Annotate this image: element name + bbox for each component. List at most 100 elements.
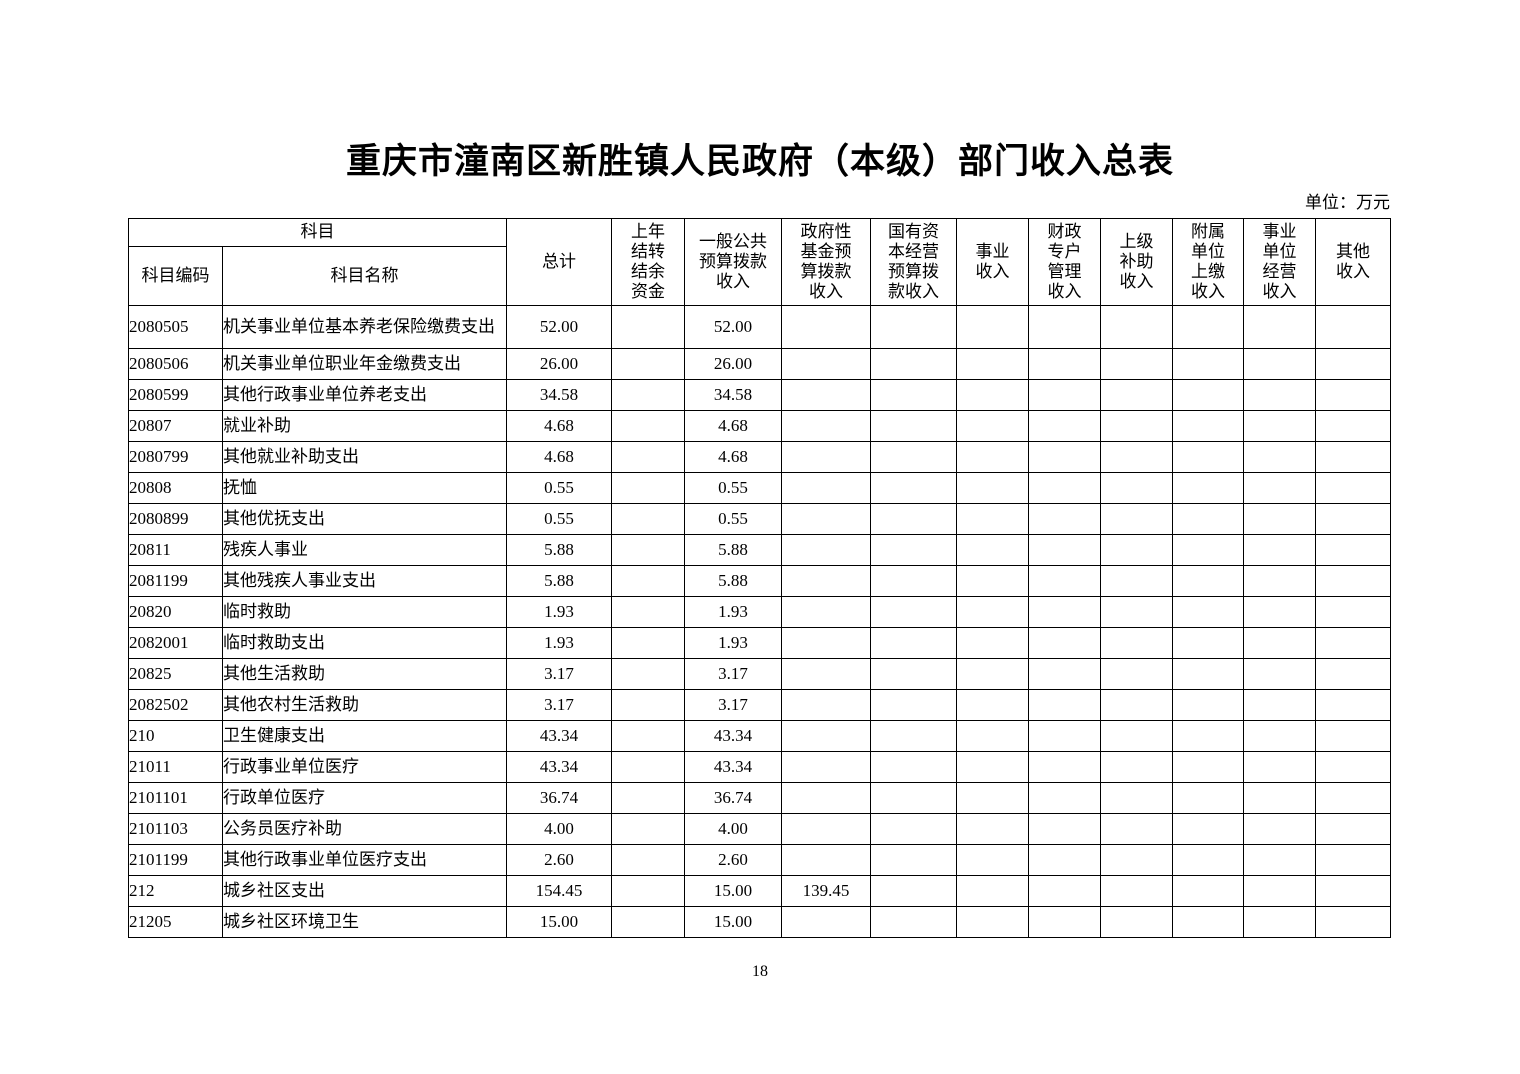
value-cell [781,689,871,721]
table-row: 2082001 临时救助支出 1.93 1.93 [128,627,1391,659]
subject-code-cell: 20825 [128,658,223,690]
subject-code-cell: 20811 [128,534,223,566]
value-cell [611,410,685,442]
table-row: 20820 临时救助 1.93 1.93 [128,596,1391,628]
value-cell [1028,565,1101,597]
header-cell-subject-name: 科目名称 [222,246,507,306]
value-cell [1315,305,1391,349]
value-cell [870,751,957,783]
header-cell-superior-subsidy-income: 上级 补助 收入 [1100,218,1173,306]
value-cell [1243,410,1316,442]
header-cell-affiliate-remit-income: 附属 单位 上缴 收入 [1172,218,1244,306]
value-cell [870,689,957,721]
value-cell [1172,565,1244,597]
value-cell [611,441,685,473]
value-cell [1100,410,1173,442]
subject-name-cell: 其他行政事业单位医疗支出 [222,844,507,876]
value-cell: 4.68 [684,410,782,442]
value-cell [1243,906,1316,938]
subject-code-cell: 2080799 [128,441,223,473]
value-cell [1100,379,1173,411]
value-cell [1172,627,1244,659]
header-cell-other-income: 其他 收入 [1315,218,1391,306]
value-cell [956,441,1029,473]
subject-code-cell: 2101101 [128,782,223,814]
value-cell [870,534,957,566]
value-cell [870,348,957,380]
subject-name-cell: 其他优抚支出 [222,503,507,535]
value-cell [1315,348,1391,380]
value-cell [1028,534,1101,566]
value-cell [611,813,685,845]
value-cell [1172,720,1244,752]
value-cell [870,844,957,876]
value-cell [781,720,871,752]
value-cell: 3.17 [506,689,612,721]
header-cell-total: 总计 [506,218,612,306]
value-cell: 3.17 [684,689,782,721]
value-cell [781,441,871,473]
value-cell [781,305,871,349]
value-cell [781,503,871,535]
value-cell [1315,441,1391,473]
value-cell [870,596,957,628]
value-cell [781,751,871,783]
value-cell [1028,348,1101,380]
value-cell [1315,875,1391,907]
value-cell [611,503,685,535]
value-cell [956,305,1029,349]
value-cell [956,875,1029,907]
value-cell: 5.88 [506,565,612,597]
value-cell [1100,534,1173,566]
value-cell: 52.00 [506,305,612,349]
value-cell [956,906,1029,938]
value-cell [1243,813,1316,845]
value-cell [870,875,957,907]
subject-name-cell: 机关事业单位职业年金缴费支出 [222,348,507,380]
value-cell [956,813,1029,845]
value-cell [781,410,871,442]
subject-name-cell: 其他残疾人事业支出 [222,565,507,597]
value-cell [1100,596,1173,628]
value-cell [956,782,1029,814]
unit-label: 单位：万元 [1305,193,1390,212]
value-cell [1315,658,1391,690]
value-cell [1028,751,1101,783]
value-cell: 5.88 [684,565,782,597]
value-cell: 2.60 [684,844,782,876]
value-cell [1315,813,1391,845]
value-cell [611,751,685,783]
value-cell: 15.00 [684,906,782,938]
value-cell [1100,720,1173,752]
value-cell [1315,906,1391,938]
value-cell [870,627,957,659]
value-cell [1172,782,1244,814]
value-cell: 1.93 [506,627,612,659]
value-cell [1028,441,1101,473]
value-cell [1028,813,1101,845]
value-cell [870,379,957,411]
value-cell: 4.68 [506,441,612,473]
value-cell [870,472,957,504]
value-cell [1100,305,1173,349]
subject-name-cell: 就业补助 [222,410,507,442]
value-cell: 0.55 [506,503,612,535]
table-row: 2081199 其他残疾人事业支出 5.88 5.88 [128,565,1391,597]
header-cell-subject-group: 科目 [128,218,507,247]
value-cell [781,348,871,380]
value-cell [1243,565,1316,597]
value-cell: 3.17 [506,658,612,690]
subject-code-cell: 2081199 [128,565,223,597]
subject-code-cell: 2080505 [128,305,223,349]
table-row: 21205 城乡社区环境卫生 15.00 15.00 [128,906,1391,938]
subject-code-cell: 212 [128,875,223,907]
table-row: 2080799 其他就业补助支出 4.68 4.68 [128,441,1391,473]
header-cell-operating-income: 事业 单位 经营 收入 [1243,218,1316,306]
header-cell-carryover-funds: 上年 结转 结余 资金 [611,218,685,306]
value-cell: 52.00 [684,305,782,349]
value-cell [1100,348,1173,380]
value-cell [1172,305,1244,349]
value-cell [1172,906,1244,938]
value-cell [781,782,871,814]
page-number: 18 [752,963,768,980]
